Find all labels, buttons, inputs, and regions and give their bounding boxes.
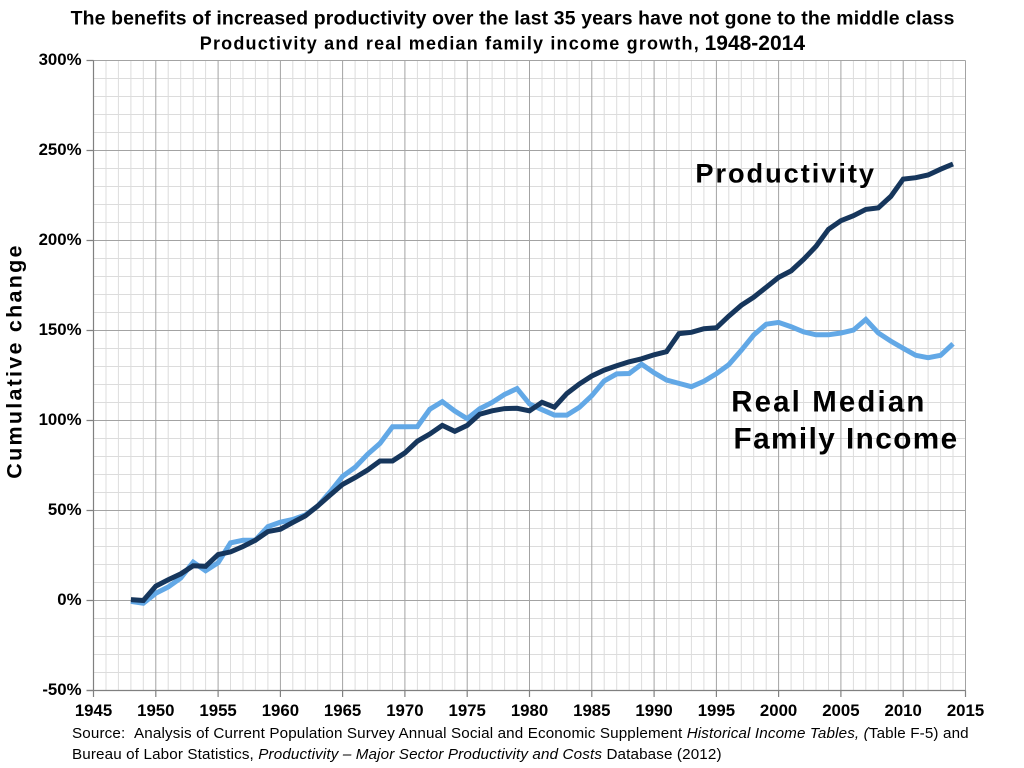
svg-text:2015: 2015 [947, 701, 984, 720]
svg-text:1995: 1995 [698, 701, 735, 720]
svg-text:1975: 1975 [449, 701, 486, 720]
svg-text:1985: 1985 [573, 701, 610, 720]
svg-text:1948-2014: 1948-2014 [705, 32, 806, 55]
svg-text:100%: 100% [39, 410, 82, 429]
svg-text:1945: 1945 [75, 701, 112, 720]
svg-text:The benefits of increased prod: The benefits of increased productivity o… [71, 8, 955, 30]
svg-text:-50%: -50% [42, 680, 81, 699]
svg-text:Productivity and real median f: Productivity and real median family inco… [200, 34, 700, 54]
svg-text:1990: 1990 [635, 701, 672, 720]
svg-text:1965: 1965 [324, 701, 361, 720]
svg-text:0%: 0% [57, 590, 81, 609]
svg-text:Productivity: Productivity [695, 158, 876, 189]
svg-text:50%: 50% [48, 500, 82, 519]
svg-text:1960: 1960 [262, 701, 299, 720]
svg-text:200%: 200% [39, 230, 82, 249]
svg-text:Real Median: Real Median [731, 386, 926, 419]
svg-text:1950: 1950 [137, 701, 174, 720]
svg-text:1980: 1980 [511, 701, 548, 720]
svg-text:1970: 1970 [386, 701, 423, 720]
svg-text:Cumulative change: Cumulative change [3, 243, 27, 478]
svg-text:2005: 2005 [822, 701, 859, 720]
svg-text:Source: Analysis of Current P: Source: Analysis of Current Population S… [72, 725, 969, 742]
svg-text:1955: 1955 [199, 701, 236, 720]
svg-text:2000: 2000 [760, 701, 797, 720]
svg-text:2010: 2010 [885, 701, 922, 720]
svg-text:Family Income: Family Income [734, 423, 959, 456]
svg-text:250%: 250% [39, 140, 82, 159]
svg-text:Bureau of Labor Statistics, Pr: Bureau of Labor Statistics, Productivity… [72, 746, 722, 763]
svg-text:150%: 150% [39, 320, 82, 339]
svg-text:300%: 300% [39, 50, 82, 69]
